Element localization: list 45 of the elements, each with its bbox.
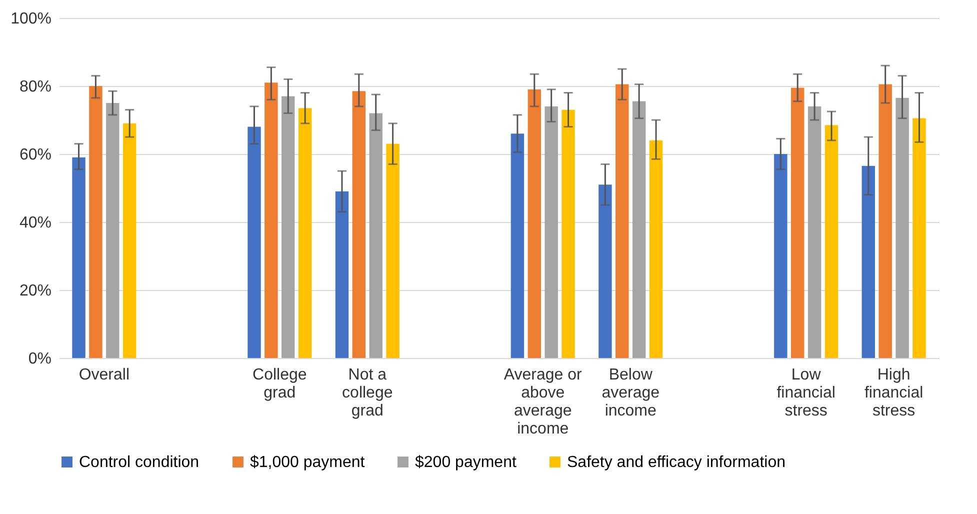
bar <box>282 96 295 358</box>
bar <box>824 125 838 358</box>
bar <box>774 154 788 358</box>
bar <box>649 140 663 358</box>
legend-label: Control condition <box>79 454 200 471</box>
bar <box>598 184 612 358</box>
bar <box>264 82 278 358</box>
y-tick-label: 80% <box>19 78 52 96</box>
y-tick-label: 20% <box>19 282 52 300</box>
bar <box>616 84 629 358</box>
bar <box>335 191 349 358</box>
y-tick-label: 60% <box>19 146 52 164</box>
bar <box>298 108 312 358</box>
bar <box>89 86 102 358</box>
bar <box>562 110 575 358</box>
bar <box>808 106 822 358</box>
legend-label: Safety and efficacy information <box>567 454 786 471</box>
bar <box>791 88 804 358</box>
y-tick-label: 100% <box>10 10 52 28</box>
bar <box>862 166 876 358</box>
bar <box>386 144 400 358</box>
bar <box>248 126 261 358</box>
bar <box>106 103 120 358</box>
x-tick-label: Average or above average income <box>504 366 583 438</box>
bar <box>72 157 86 358</box>
x-tick-label: Low financial stress <box>776 366 836 420</box>
bar <box>369 113 382 358</box>
bar <box>544 106 558 358</box>
x-tick-label: Overall <box>78 366 130 384</box>
x-tick-label: Below average income <box>602 366 660 420</box>
y-tick-label: 40% <box>19 214 52 232</box>
bar <box>912 118 926 358</box>
bar <box>528 89 542 358</box>
legend-label: $1,000 payment <box>250 454 366 471</box>
legend-label: $200 payment <box>415 454 517 471</box>
bar <box>878 84 892 358</box>
x-tick-label: High financial stress <box>864 366 924 420</box>
bar <box>122 123 136 358</box>
y-tick-label: 0% <box>28 350 52 368</box>
bar <box>896 98 909 358</box>
x-tick-label: Not a college grad <box>342 366 393 420</box>
bar <box>352 91 366 358</box>
x-tick-label: College grad <box>252 366 307 402</box>
bar <box>632 101 646 358</box>
bar <box>510 134 524 358</box>
